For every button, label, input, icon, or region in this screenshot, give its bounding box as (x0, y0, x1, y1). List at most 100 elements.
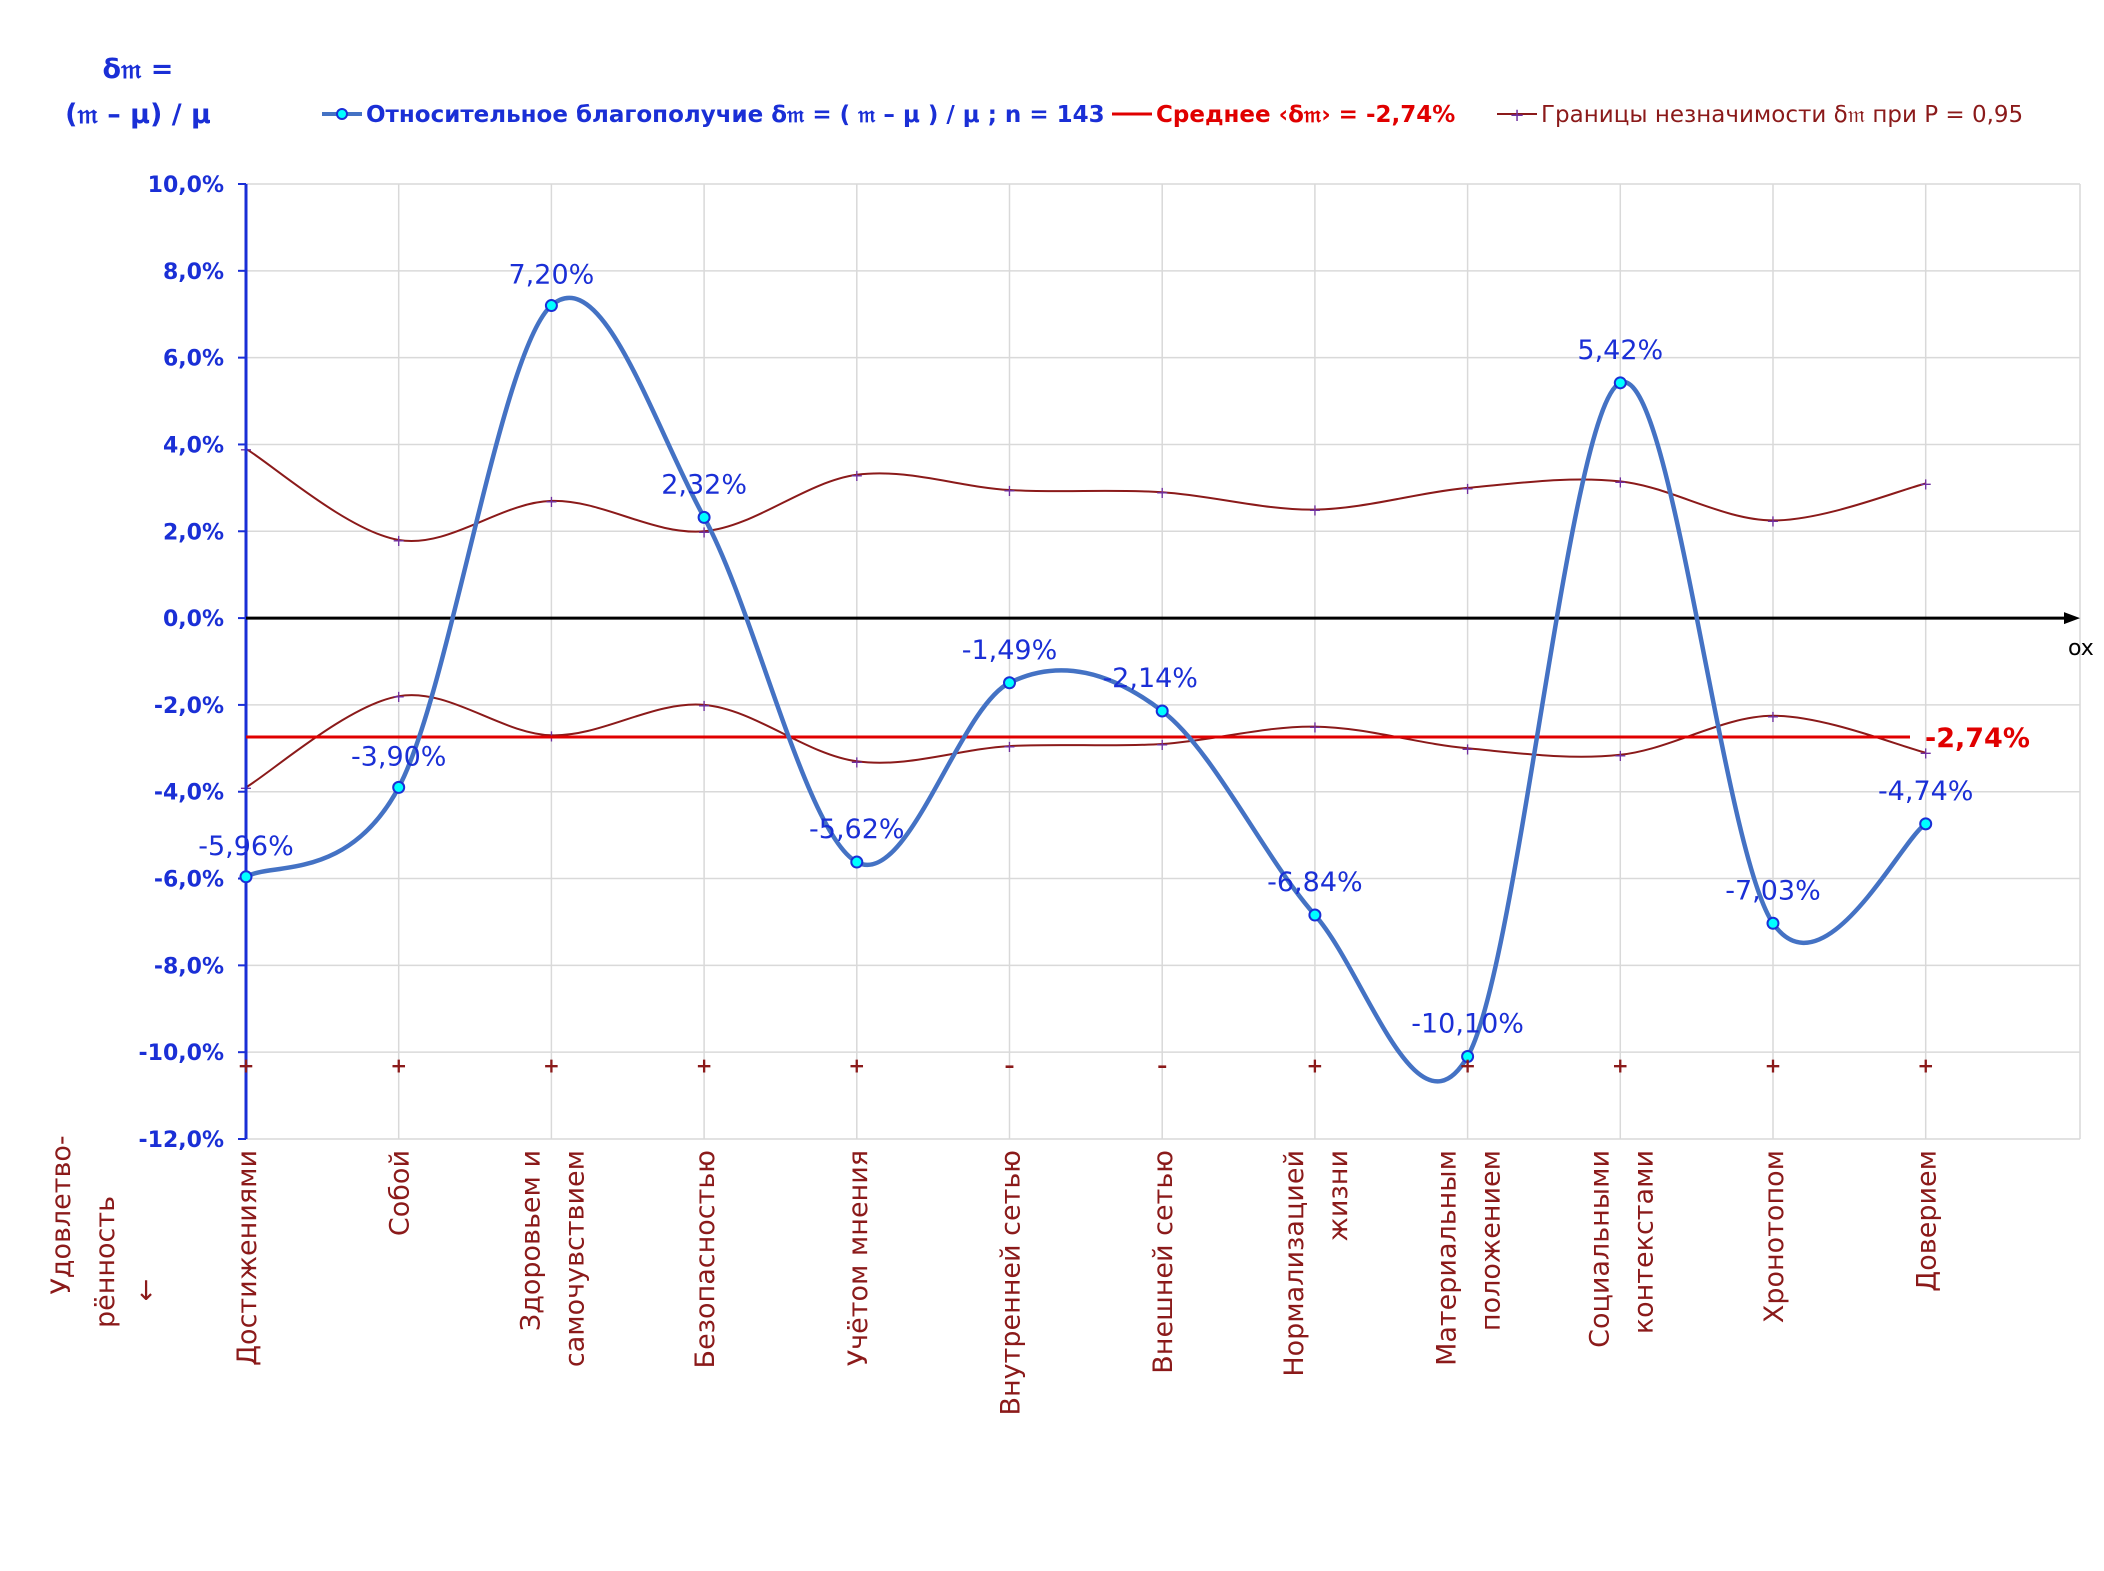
x-axis-title-line2: рённость (90, 1196, 121, 1328)
y-axis-title-line2: (𝔪 – μ) / μ (65, 99, 211, 130)
category-label: Хронотопом (1759, 1150, 1790, 1323)
data-point (544, 299, 558, 313)
significance-mark: + (543, 1054, 560, 1078)
bound-marker-upper: + (1155, 483, 1168, 502)
data-point (1461, 1050, 1475, 1064)
data-label: -5,96% (198, 831, 294, 862)
category-label: Здоровьем и (515, 1150, 546, 1331)
data-label: -4,74% (1878, 776, 1974, 807)
category-label: Материальным (1432, 1150, 1463, 1366)
data-point (1766, 916, 1780, 930)
data-point (1613, 376, 1627, 390)
data-point (239, 870, 253, 884)
bound-marker-lower: + (850, 752, 863, 771)
significance-mark: + (1917, 1054, 1934, 1078)
bound-marker-upper: + (1919, 475, 1932, 494)
bound-line-upper (245, 447, 1926, 543)
category-label: самочувствием (559, 1150, 590, 1367)
significance-mark: + (1459, 1054, 1476, 1078)
bound-marker-lower: + (1919, 744, 1932, 763)
category-label: Внешней сетью (1148, 1150, 1179, 1374)
significance-mark: + (238, 1054, 255, 1078)
y-tick-label: 8,0% (163, 260, 224, 285)
category-label: Собой (385, 1150, 416, 1236)
bound-marker-upper: + (1766, 511, 1779, 530)
data-label: -6,84% (1267, 867, 1363, 898)
significance-mark: + (696, 1054, 713, 1078)
data-label: -1,49% (962, 635, 1058, 666)
category-label: Социальными (1584, 1150, 1615, 1348)
significance-marks: + + + + + – – + + + + + (238, 1054, 1934, 1078)
x-axis-title-line1: Удовлетво- (46, 1135, 77, 1294)
y-tick-label: 4,0% (163, 433, 224, 458)
data-labels: -5,96% -3,90% 7,20% 2,32% -5,62% -1,49% -2,14%… (198, 260, 1973, 1040)
x-axis-title-arrow: ↓ (135, 1276, 158, 1307)
legend-mean-label: Среднее ‹δ𝔪› = -2,74% (1156, 102, 1455, 128)
axes: 10,0% 8,0% 6,0% 4,0% 2,0% 0,0% -2,0% -4,0% -6,0%… (139, 173, 2080, 1153)
bound-marker-lower: + (1003, 737, 1016, 756)
bound-marker-lower: + (697, 696, 710, 715)
category-labels: Достижениями Собой Здоровьем и самочувствие… (232, 1150, 1943, 1416)
data-label: 7,20% (509, 260, 595, 291)
y-axis-title-line1: δ𝔪 = (103, 54, 174, 85)
category-label: Доверием (1912, 1150, 1943, 1292)
bound-marker-upper: + (545, 492, 558, 511)
data-point (850, 855, 864, 869)
data-label: -2,14% (1102, 663, 1198, 694)
bound-marker-lower: + (1461, 739, 1474, 758)
category-label: Нормализацией (1279, 1150, 1310, 1377)
significance-mark: + (1612, 1054, 1629, 1078)
y-tick-label: -4,0% (154, 781, 224, 806)
x-axis-title: Удовлетво- рённость ↓ (46, 1135, 157, 1328)
bound-marker-upper: + (1614, 472, 1627, 491)
category-label: Внутренней сетью (996, 1150, 1027, 1416)
x-axis-arrow (2064, 612, 2080, 625)
category-label: Безопасностью (690, 1150, 721, 1368)
bound-marker-upper: + (1308, 501, 1321, 520)
data-point (697, 510, 711, 524)
mean-line: -2,74% (246, 723, 2030, 754)
x-axis-name: ox (2068, 636, 2094, 661)
series-main (239, 295, 1933, 1084)
significance-mark: + (1765, 1054, 1782, 1078)
bound-marker-lower: + (1766, 707, 1779, 726)
bound-marker-upper: + (1461, 479, 1474, 498)
legend-swatch-bounds-marker: + (1509, 105, 1524, 126)
legend-main-label: Относительное благополучие δ𝔪 = ( 𝔪 – μ … (366, 102, 1105, 128)
data-point (392, 780, 406, 794)
data-point (1155, 704, 1169, 718)
bound-marker-lower: + (1614, 746, 1627, 765)
category-label: положением (1476, 1150, 1507, 1331)
significance-mark: + (848, 1054, 865, 1078)
category-label: контекстами (1628, 1150, 1659, 1334)
bound-marker-upper: + (392, 531, 405, 550)
significance-mark: – (1005, 1054, 1015, 1078)
grid (245, 183, 2081, 1140)
data-label: -3,90% (351, 741, 447, 772)
legend: Относительное благополучие δ𝔪 = ( 𝔪 – μ … (322, 102, 2023, 128)
y-tick-label: -10,0% (139, 1041, 224, 1066)
category-label: Достижениями (232, 1150, 263, 1366)
significance-mark: + (390, 1054, 407, 1078)
bound-marker-upper: + (1003, 481, 1016, 500)
mean-line-label: -2,74% (1925, 723, 2030, 754)
series-main-line (244, 295, 1928, 1084)
y-tick-label: -2,0% (154, 694, 224, 719)
significance-mark: + (1307, 1054, 1324, 1078)
data-point (1919, 817, 1933, 831)
data-label: 5,42% (1577, 335, 1663, 366)
y-tick-label: 10,0% (148, 173, 224, 198)
data-label: -7,03% (1725, 875, 1821, 906)
data-point (1308, 908, 1322, 922)
data-point (1003, 676, 1016, 690)
bound-marker-lower: + (392, 687, 405, 706)
bound-marker-upper: + (850, 466, 863, 485)
legend-bounds-label: Границы незначимости δ𝔪 при P = 0,95 (1541, 102, 2023, 128)
y-tick-label: 6,0% (163, 347, 224, 372)
category-label: Учётом мнения (843, 1150, 874, 1366)
y-tick-label: -6,0% (154, 868, 224, 893)
bound-marker-lower: + (1308, 718, 1321, 737)
data-label: 2,32% (661, 469, 747, 500)
category-label: жизни (1323, 1150, 1354, 1241)
